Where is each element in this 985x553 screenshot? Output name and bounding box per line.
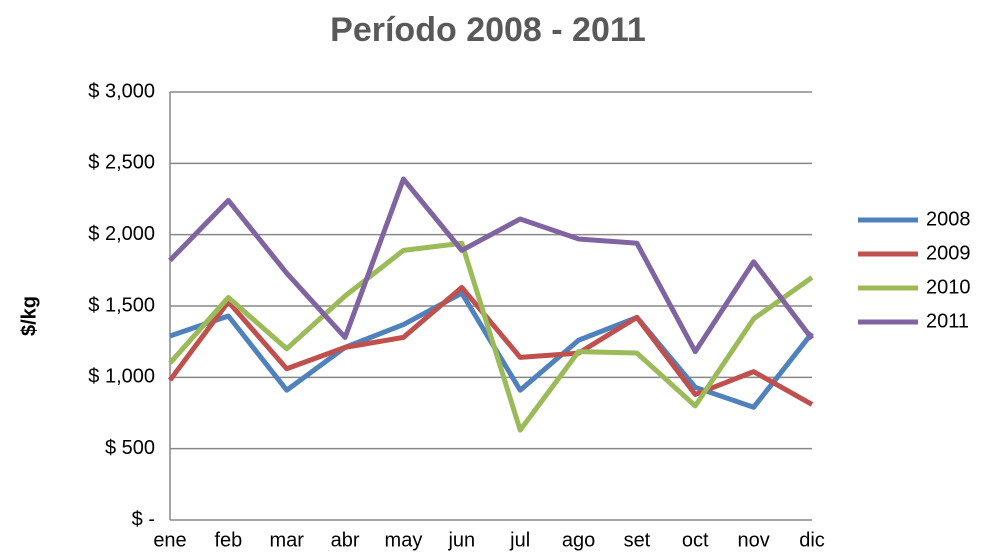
legend-label: 2008	[926, 208, 971, 230]
chart-title: Período 2008 - 2011	[330, 11, 646, 49]
legend-label: 2011	[926, 310, 969, 332]
x-tick-label: ene	[153, 529, 186, 551]
x-tick-label: dic	[799, 529, 825, 551]
x-tick-label: oct	[682, 529, 709, 551]
series-line	[169, 290, 814, 410]
x-tick-label: jul	[509, 529, 530, 551]
x-tick-label: feb	[214, 529, 242, 551]
x-tick-label: ago	[562, 529, 595, 551]
y-tick-label: $ -	[132, 508, 155, 530]
x-tick-label: nov	[738, 529, 770, 551]
y-tick-label: $ 3,000	[88, 80, 155, 102]
legend-label: 2009	[926, 242, 971, 264]
series-line	[168, 176, 814, 355]
x-tick-label: abr	[331, 529, 360, 551]
y-tick-label: $ 1,500	[88, 294, 155, 316]
legend-label: 2010	[926, 276, 971, 298]
y-tick-label: $ 2,500	[88, 152, 155, 174]
y-tick-label: $ 1,000	[88, 366, 155, 388]
x-tick-label: mar	[270, 529, 305, 551]
x-tick-label: jun	[447, 529, 475, 551]
y-axis-label: $/kg	[18, 296, 40, 336]
y-tick-label: $ 2,000	[88, 223, 155, 245]
series-line	[168, 240, 814, 433]
x-tick-label: set	[624, 529, 651, 551]
y-tick-label: $ 500	[105, 437, 155, 459]
x-tick-label: may	[385, 529, 423, 551]
